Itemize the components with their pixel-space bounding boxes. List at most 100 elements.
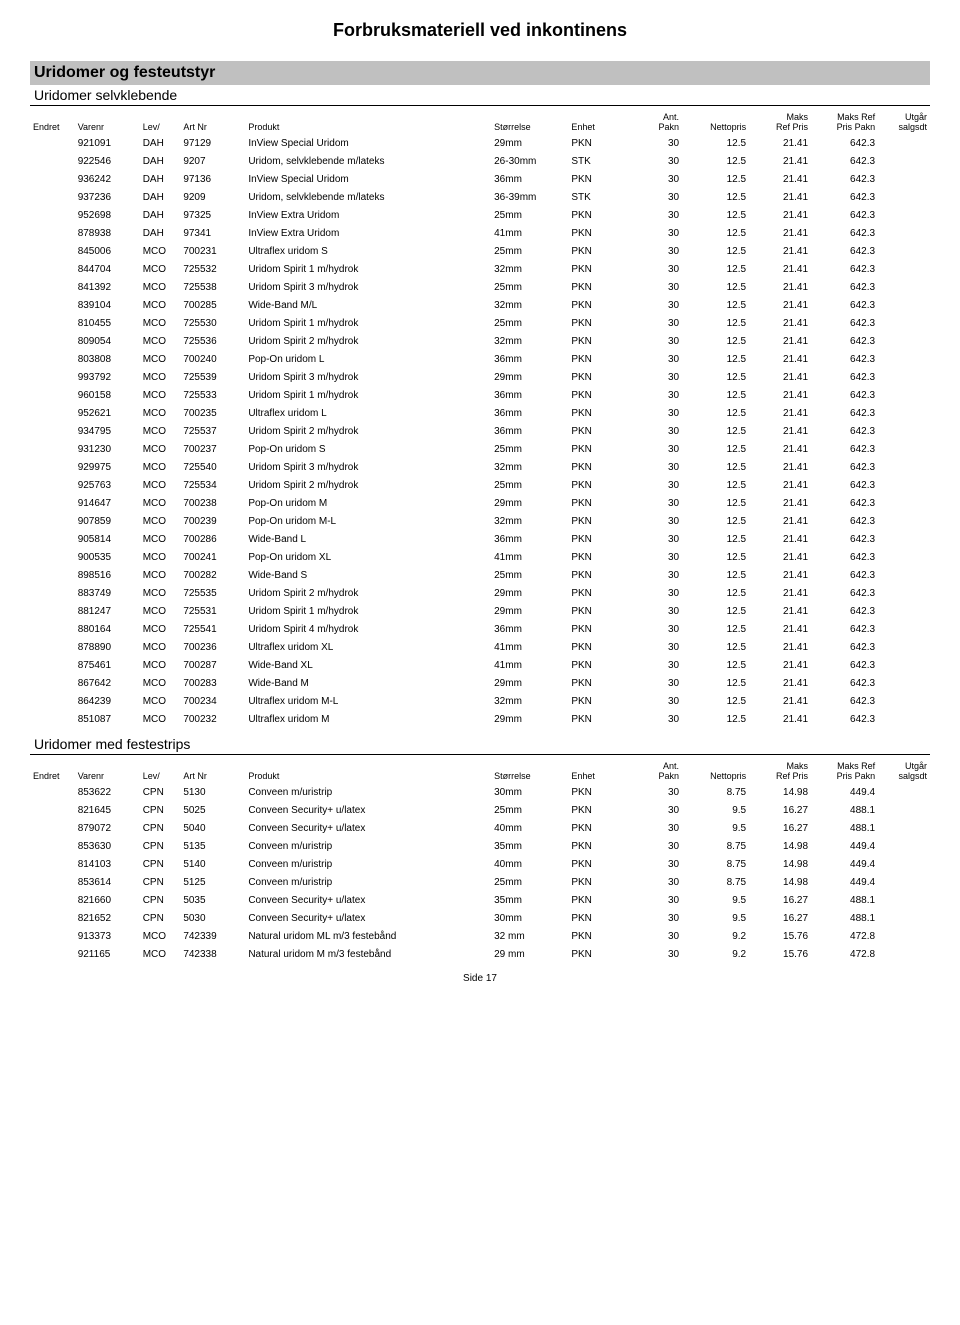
table-cell: PKN [568, 873, 625, 891]
table-cell [878, 710, 930, 728]
table-cell: 914647 [75, 494, 140, 512]
table-cell: Uridom Spirit 3 m/hydrok [245, 278, 491, 296]
table-cell: 30 [625, 440, 682, 458]
table-cell: MCO [140, 332, 181, 350]
table-cell: 36mm [491, 530, 568, 548]
table-cell: CPN [140, 891, 181, 909]
table-cell: DAH [140, 152, 181, 170]
table-cell [30, 260, 75, 278]
table-cell: 30 [625, 638, 682, 656]
table-cell [878, 296, 930, 314]
table-cell [878, 692, 930, 710]
table-cell: 14.98 [749, 855, 811, 873]
table-cell: 5135 [180, 837, 245, 855]
table-cell: Pop-On uridom L [245, 350, 491, 368]
table-cell [30, 134, 75, 152]
table-cell [878, 368, 930, 386]
table-cell: 12.5 [682, 584, 749, 602]
table-cell: 30 [625, 278, 682, 296]
table-cell: 960158 [75, 386, 140, 404]
table-cell [878, 620, 930, 638]
table-cell: 30 [625, 891, 682, 909]
table-cell: Uridom Spirit 2 m/hydrok [245, 422, 491, 440]
table-cell: PKN [568, 170, 625, 188]
table-row: 993792MCO725539Uridom Spirit 3 m/hydrok2… [30, 368, 930, 386]
table-cell: PKN [568, 566, 625, 584]
table-cell: 642.3 [811, 692, 878, 710]
table-cell: 97136 [180, 170, 245, 188]
table-cell: PKN [568, 368, 625, 386]
table-cell: DAH [140, 170, 181, 188]
table-cell: Wide-Band M [245, 674, 491, 692]
table-cell: 642.3 [811, 476, 878, 494]
table-cell: 845006 [75, 242, 140, 260]
table-cell: 8.75 [682, 783, 749, 801]
table-cell [30, 206, 75, 224]
table-cell: 30 [625, 260, 682, 278]
table-cell: 12.5 [682, 350, 749, 368]
table-cell [878, 927, 930, 945]
table-cell [878, 801, 930, 819]
table-cell: PKN [568, 801, 625, 819]
table-cell [30, 350, 75, 368]
table-cell: MCO [140, 368, 181, 386]
table-cell: 29mm [491, 494, 568, 512]
table-row: 925763MCO725534Uridom Spirit 2 m/hydrok2… [30, 476, 930, 494]
table-cell: CPN [140, 801, 181, 819]
table-cell: 814103 [75, 855, 140, 873]
table-cell: 488.1 [811, 891, 878, 909]
table-cell: 41mm [491, 638, 568, 656]
table-row: 839104MCO700285Wide-Band M/L32mmPKN3012.… [30, 296, 930, 314]
table-cell: 30 [625, 927, 682, 945]
table-cell: 30 [625, 206, 682, 224]
table-cell: 12.5 [682, 566, 749, 584]
table-cell: 12.5 [682, 260, 749, 278]
table-cell: 21.41 [749, 638, 811, 656]
page-footer: Side 17 [30, 973, 930, 984]
table-cell: PKN [568, 837, 625, 855]
table-cell: MCO [140, 584, 181, 602]
table-cell: PKN [568, 512, 625, 530]
table-cell: 25mm [491, 440, 568, 458]
table-cell: 878890 [75, 638, 140, 656]
table-cell [878, 909, 930, 927]
table-cell: 642.3 [811, 656, 878, 674]
table-cell: 921091 [75, 134, 140, 152]
table-cell: 12.5 [682, 152, 749, 170]
table-cell: 12.5 [682, 404, 749, 422]
table-cell: Ultraflex uridom M-L [245, 692, 491, 710]
table-cell: PKN [568, 242, 625, 260]
table-cell [30, 224, 75, 242]
table-cell: 21.41 [749, 674, 811, 692]
table-cell: 642.3 [811, 332, 878, 350]
table-cell: 934795 [75, 422, 140, 440]
table-cell: Natural uridom M m/3 festebånd [245, 945, 491, 963]
table-cell: 21.41 [749, 368, 811, 386]
column-header: Endret [30, 759, 75, 783]
table-cell: 21.41 [749, 422, 811, 440]
table-cell [878, 602, 930, 620]
table-cell: PKN [568, 927, 625, 945]
table-row: 844704MCO725532Uridom Spirit 1 m/hydrok3… [30, 260, 930, 278]
table-cell [878, 440, 930, 458]
table-cell: 810455 [75, 314, 140, 332]
table-cell [30, 783, 75, 801]
table-cell: 21.41 [749, 656, 811, 674]
table-cell: 700240 [180, 350, 245, 368]
column-header: MaksRef Pris [749, 110, 811, 134]
table-cell: MCO [140, 440, 181, 458]
table-cell: 21.41 [749, 494, 811, 512]
table-cell: 30 [625, 188, 682, 206]
content-area: Uridomer og festeutstyrUridomer selvkleb… [30, 61, 930, 963]
column-header: Maks RefPris Pakn [811, 759, 878, 783]
table-cell: PKN [568, 314, 625, 332]
table-cell: 12.5 [682, 674, 749, 692]
table-cell: PKN [568, 458, 625, 476]
table-cell: MCO [140, 278, 181, 296]
table-cell: 642.3 [811, 584, 878, 602]
table-cell: 30 [625, 368, 682, 386]
table-cell: MCO [140, 296, 181, 314]
table-cell: 30 [625, 855, 682, 873]
table-cell: 12.5 [682, 332, 749, 350]
page-title: Forbruksmateriell ved inkontinens [30, 20, 930, 41]
